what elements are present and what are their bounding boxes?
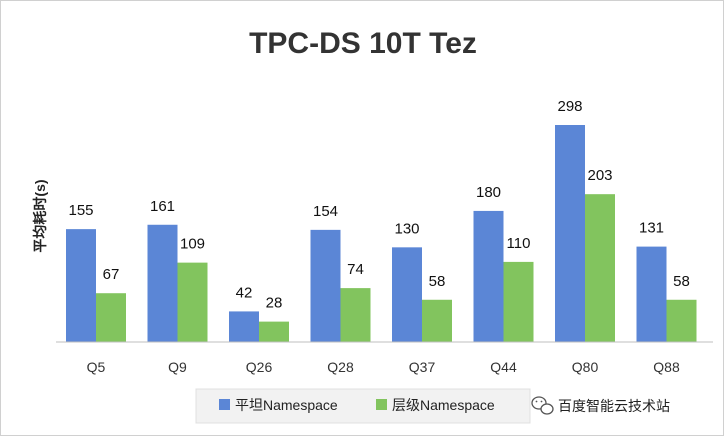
bar-q26-series-1 <box>259 321 289 342</box>
value-label-q44-series-1: 110 <box>507 235 531 252</box>
bar-q37-series-1 <box>422 299 452 342</box>
value-label-q5-series-1: 67 <box>103 266 120 283</box>
value-label-q26-series-1: 28 <box>266 295 283 312</box>
bar-q44-series-0 <box>473 210 504 342</box>
x-tick-label-q37: Q37 <box>409 359 436 375</box>
watermark: 百度智能云技术站 <box>531 396 670 415</box>
bars-group <box>66 125 697 342</box>
bar-q44-series-1 <box>503 261 534 342</box>
bar-q88-series-1 <box>666 299 697 342</box>
legend-box <box>195 388 531 424</box>
bar-q80-series-1 <box>585 194 615 342</box>
legend-label-flat: 平坦Namespace <box>235 397 338 413</box>
value-label-q88-series-1: 58 <box>673 273 690 290</box>
bar-q88-series-0 <box>636 246 667 342</box>
x-tick-label-q88: Q88 <box>653 359 680 375</box>
x-tick-label-q9: Q9 <box>168 359 187 375</box>
value-label-q5-series-0: 155 <box>68 202 93 219</box>
bar-q5-series-0 <box>66 229 96 342</box>
legend-label-hierarchical: 层级Namespace <box>392 397 495 413</box>
bar-q9-series-1 <box>177 262 208 342</box>
x-tick-label-q80: Q80 <box>572 359 599 375</box>
value-label-q37-series-1: 58 <box>429 273 446 290</box>
x-tick-labels-group: Q5 Q9 Q26 Q28 Q37 Q44 Q80 Q88 <box>87 359 680 375</box>
value-label-q26-series-0: 42 <box>236 284 253 301</box>
x-tick-label-q28: Q28 <box>327 359 354 375</box>
value-label-q80-series-0: 298 <box>557 98 582 115</box>
legend-swatch-flat <box>219 399 230 410</box>
legend-swatch-hierarchical <box>376 399 387 410</box>
legend: 平坦Namespace 层级Namespace <box>195 388 531 424</box>
value-label-q88-series-0: 131 <box>639 220 664 237</box>
watermark-text: 百度智能云技术站 <box>558 398 670 414</box>
wechat-icon <box>531 396 554 415</box>
value-label-q28-series-0: 154 <box>313 203 338 220</box>
bar-q9-series-0 <box>147 224 178 342</box>
value-label-q37-series-0: 130 <box>394 220 419 237</box>
bar-q80-series-0 <box>555 125 585 342</box>
bar-q5-series-1 <box>96 293 126 342</box>
bar-q37-series-0 <box>392 247 422 342</box>
value-label-q80-series-1: 203 <box>587 167 612 184</box>
value-label-q44-series-0: 180 <box>476 184 501 201</box>
value-label-q9-series-0: 161 <box>150 198 175 215</box>
bar-q26-series-0 <box>229 311 259 342</box>
bar-q28-series-0 <box>310 229 341 342</box>
x-tick-label-q5: Q5 <box>87 359 106 375</box>
y-axis-label: 平均耗时(s) <box>32 179 48 252</box>
value-label-q28-series-1: 74 <box>347 261 364 278</box>
x-tick-label-q26: Q26 <box>246 359 273 375</box>
x-tick-label-q44: Q44 <box>490 359 517 375</box>
value-label-q9-series-1: 109 <box>180 236 205 253</box>
bar-q28-series-1 <box>340 288 371 342</box>
value-labels-group: 155 67 161 109 42 28 154 74 130 58 180 110 298 203 131… <box>68 98 689 312</box>
chart-title: TPC-DS 10T Tez <box>249 27 477 60</box>
